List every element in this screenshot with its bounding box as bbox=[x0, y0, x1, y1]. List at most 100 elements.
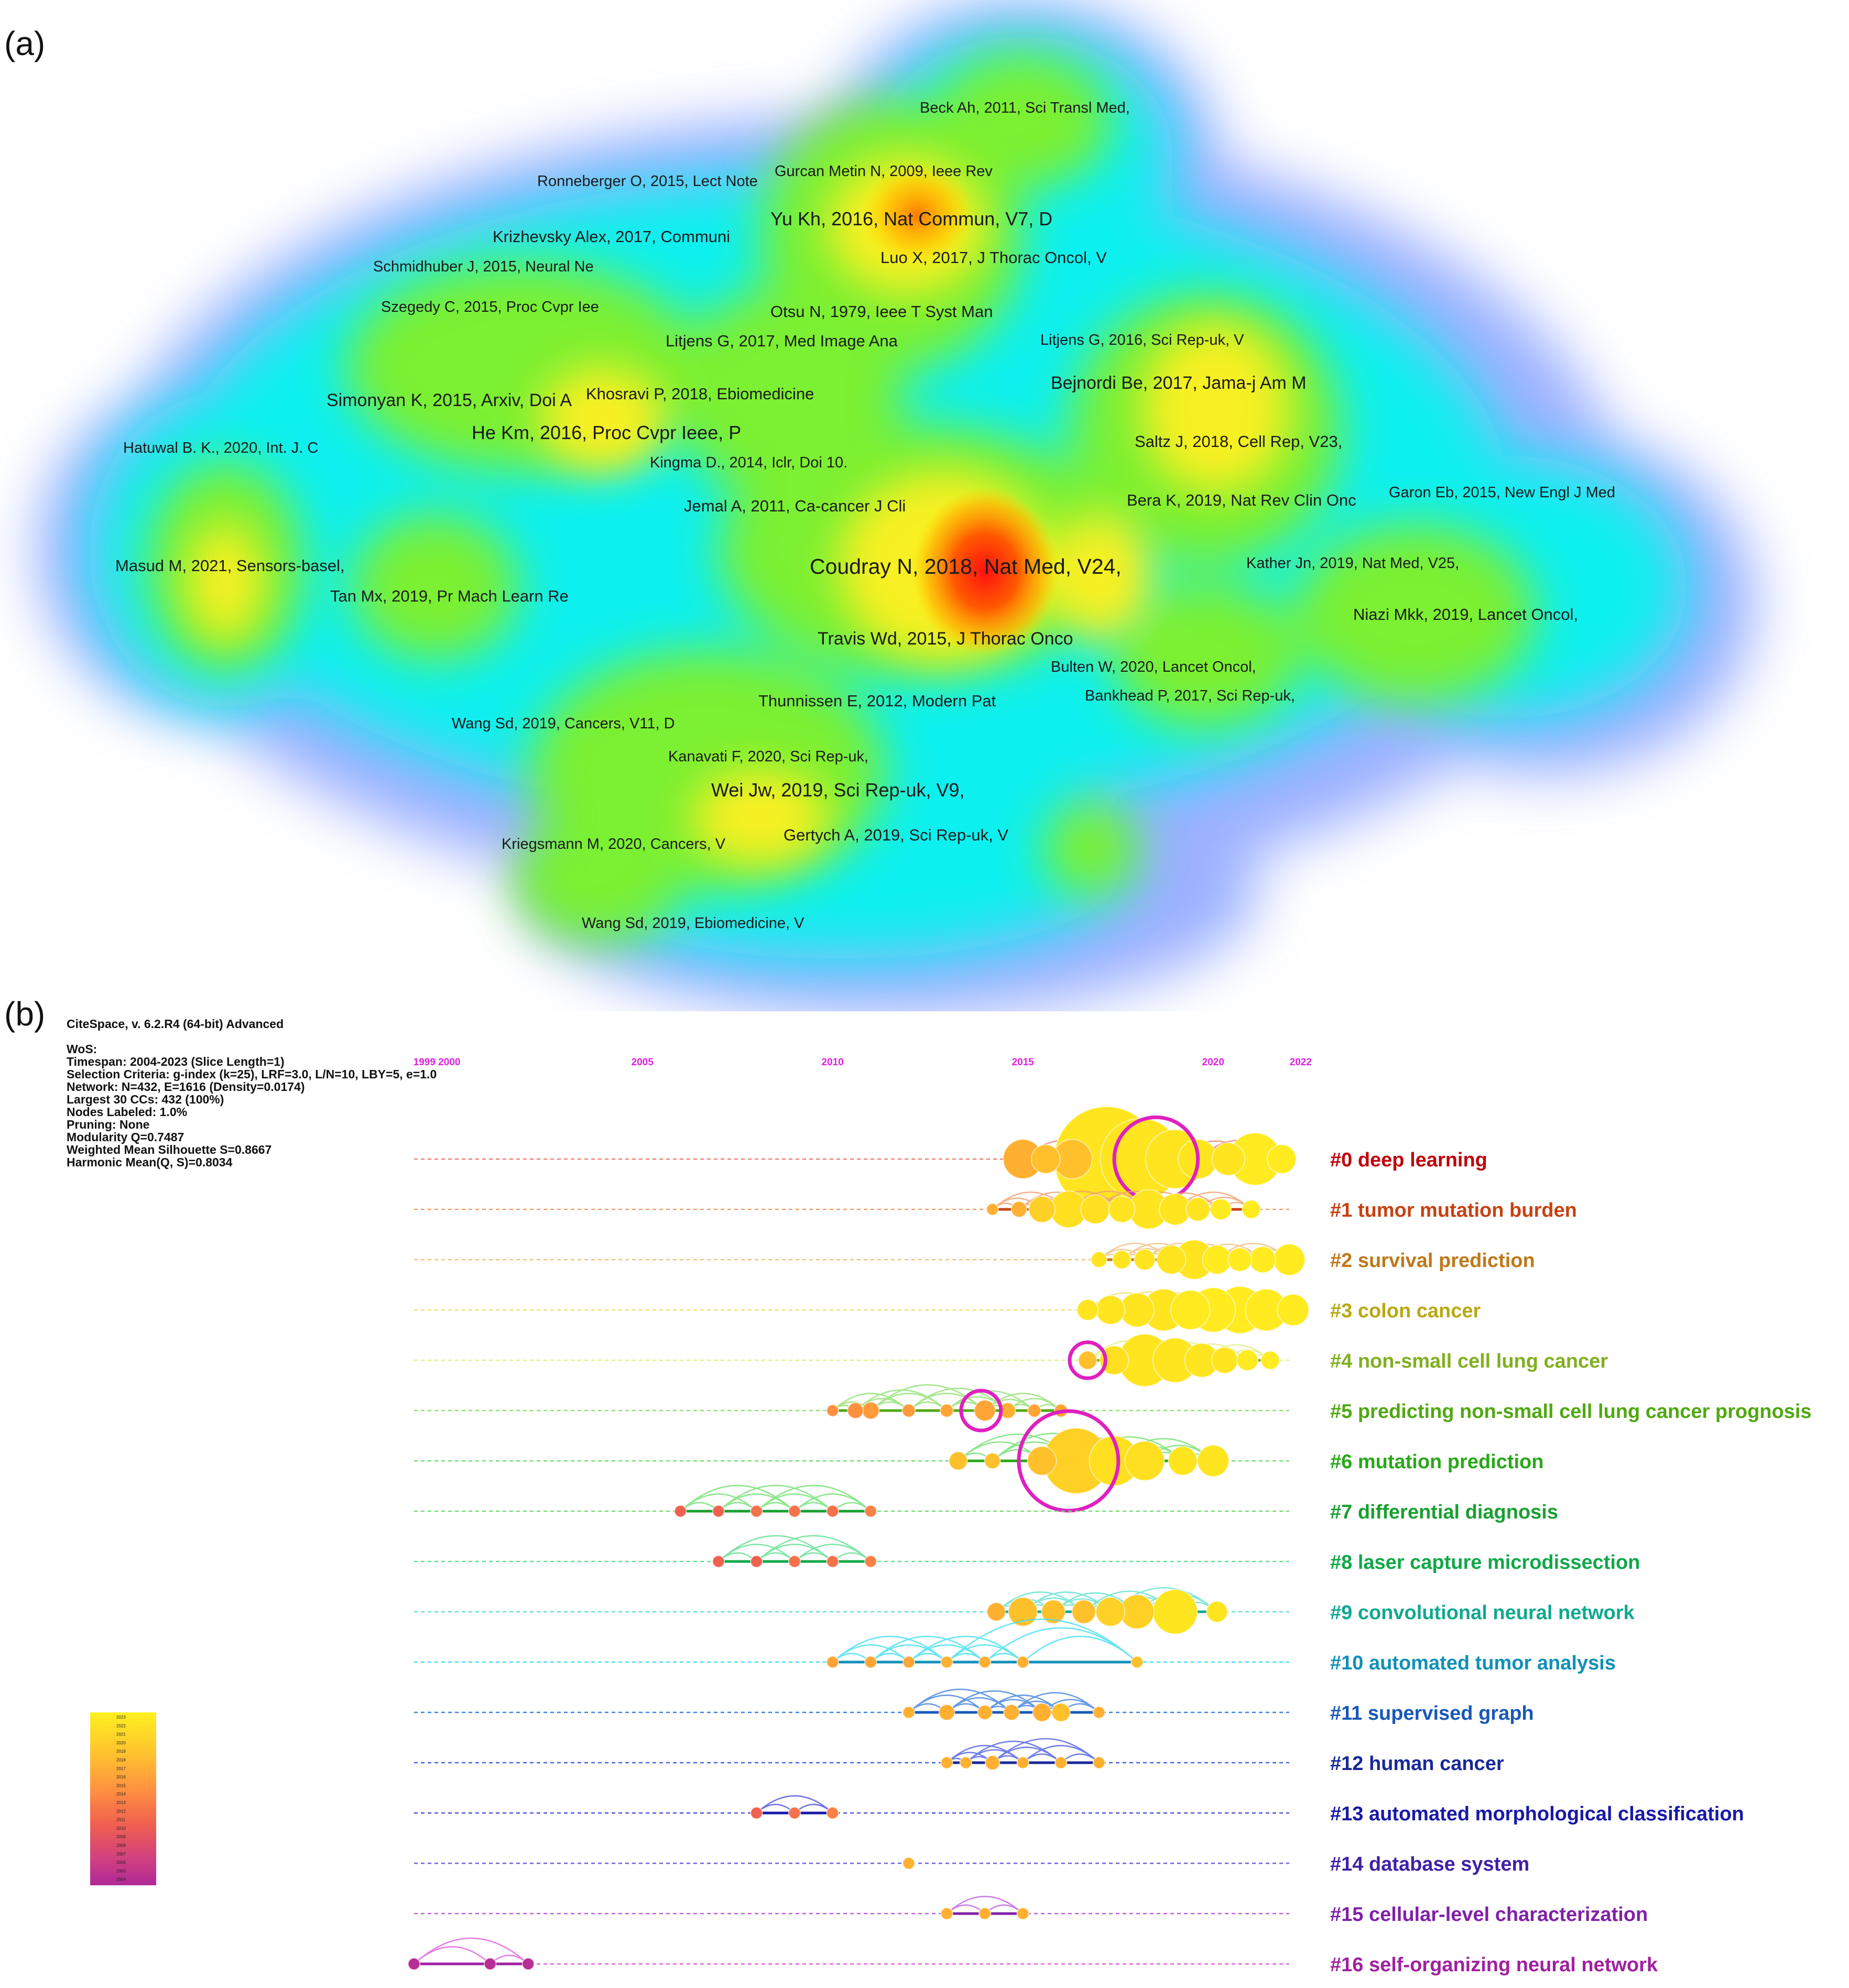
cited-reference-node bbox=[986, 1203, 999, 1216]
cited-reference-node bbox=[959, 1756, 973, 1769]
legend-year-label: 2018 bbox=[116, 1758, 126, 1763]
citation-arc bbox=[870, 1635, 985, 1663]
cited-reference-node bbox=[1071, 1599, 1096, 1624]
legend-year-label: 2021 bbox=[116, 1732, 126, 1737]
cluster-row: #14 database system bbox=[414, 1853, 1529, 1875]
cited-reference-node bbox=[1028, 1196, 1056, 1223]
reference-label: Litjens G, 2016, Sci Rep-uk, V bbox=[1040, 332, 1244, 348]
cited-reference-node bbox=[1095, 1597, 1126, 1627]
reference-label: Kingma D., 2014, Iclr, Doi 10. bbox=[650, 454, 847, 471]
reference-label: Wang Sd, 2019, Cancers, V11, D bbox=[452, 715, 675, 732]
legend-year-label: 2023 bbox=[116, 1715, 126, 1720]
cited-reference-node bbox=[826, 1555, 839, 1568]
cited-reference-node bbox=[712, 1504, 725, 1518]
density-map-svg: Beck Ah, 2011, Sci Transl Med, Gurcan Met… bbox=[37, 0, 1756, 1017]
cluster-row: #10 automated tumor analysis bbox=[414, 1619, 1616, 1674]
reference-label: Krizhevsky Alex, 2017, Communi bbox=[493, 227, 730, 246]
cited-reference-node bbox=[977, 1705, 993, 1720]
cited-reference-node bbox=[1080, 1194, 1111, 1225]
meta-line: Network: N=432, E=1616 (Density=0.0174) bbox=[67, 1080, 305, 1094]
reference-label: Schmidhuber J, 2015, Neural Ne bbox=[373, 258, 594, 275]
cited-reference-node bbox=[1099, 1345, 1129, 1375]
density-peak-coudray bbox=[912, 487, 1059, 655]
cited-reference-node bbox=[1027, 1403, 1042, 1418]
legend-year-label: 2017 bbox=[116, 1766, 126, 1771]
reference-label: Jemal A, 2011, Ca-cancer J Cli bbox=[684, 497, 906, 515]
panel-a-label: (a) bbox=[4, 25, 46, 62]
citation-arc bbox=[908, 1635, 1024, 1663]
cited-reference-node bbox=[1152, 1589, 1198, 1635]
cited-reference-node bbox=[483, 1957, 497, 1971]
citation-arc bbox=[718, 1484, 833, 1512]
cluster-row: #6 mutation prediction bbox=[414, 1409, 1543, 1513]
reference-label: He Km, 2016, Proc Cvpr Ieee, P bbox=[472, 422, 741, 443]
reference-label: Yu Kh, 2016, Nat Commun, V7, D bbox=[770, 208, 1052, 230]
reference-label: Niazi Mkk, 2019, Lancet Oncol, bbox=[1353, 605, 1578, 624]
cited-reference-node bbox=[750, 1555, 763, 1568]
legend-year-label: 2012 bbox=[116, 1809, 126, 1814]
reference-label: Wei Jw, 2019, Sci Rep-uk, V9, bbox=[711, 779, 965, 801]
cluster-label: #4 non-small cell lung cancer bbox=[1330, 1350, 1608, 1372]
cluster-row: #1 tumor mutation burden bbox=[414, 1189, 1577, 1230]
cited-reference-node bbox=[1092, 1706, 1106, 1719]
citation-burst-ring bbox=[959, 1389, 1003, 1433]
cluster-row: #16 self-organizing neural network bbox=[407, 1937, 1658, 1976]
meta-line: Largest 30 CCs: 432 (100%) bbox=[67, 1093, 224, 1106]
cited-reference-node bbox=[938, 1704, 955, 1721]
cited-reference-node bbox=[1134, 1249, 1156, 1271]
meta-line: Modularity Q=0.7487 bbox=[67, 1130, 184, 1144]
cited-reference-node bbox=[864, 1555, 877, 1568]
cited-reference-node bbox=[901, 1403, 916, 1418]
cited-reference-node bbox=[1051, 1702, 1071, 1722]
cited-reference-node bbox=[826, 1404, 839, 1417]
citation-arc bbox=[832, 1635, 948, 1663]
cited-reference-node bbox=[940, 1655, 953, 1669]
cited-reference-node bbox=[826, 1655, 839, 1669]
year-tick-label: 2010 bbox=[822, 1057, 844, 1068]
cited-reference-node bbox=[788, 1504, 801, 1518]
cited-reference-node bbox=[902, 1655, 916, 1669]
cited-reference-node bbox=[1090, 1251, 1107, 1268]
cited-reference-node bbox=[978, 1907, 992, 1920]
cluster-label: #0 deep learning bbox=[1330, 1149, 1487, 1171]
cited-reference-node bbox=[847, 1402, 864, 1419]
cluster-label: #11 supervised graph bbox=[1330, 1702, 1534, 1724]
timeline-view-svg: CiteSpace, v. 6.2.R4 (64-bit) Advanced Wo… bbox=[67, 1017, 1812, 1976]
meta-line: CiteSpace, v. 6.2.R4 (64-bit) Advanced bbox=[67, 1017, 284, 1031]
cited-reference-node bbox=[1202, 1244, 1232, 1275]
cited-reference-node bbox=[1078, 1350, 1097, 1370]
reference-label: Litjens G, 2017, Med Image Ana bbox=[666, 332, 898, 350]
legend-year-label: 2006 bbox=[116, 1860, 126, 1865]
panel-b-label: (b) bbox=[4, 995, 46, 1033]
legend-year-label: 2013 bbox=[116, 1800, 126, 1805]
cluster-row: #11 supervised graph bbox=[414, 1688, 1534, 1724]
cited-reference-node bbox=[788, 1555, 801, 1568]
citation-arc bbox=[908, 1388, 1008, 1411]
reference-label: Tan Mx, 2019, Pr Mach Learn Re bbox=[330, 587, 569, 605]
cluster-label: #14 database system bbox=[1330, 1853, 1529, 1875]
legend-year-label: 2014 bbox=[116, 1792, 126, 1797]
cited-reference-node bbox=[1185, 1197, 1211, 1222]
cluster-row: #3 colon cancer bbox=[414, 1286, 1481, 1334]
cited-reference-node bbox=[1095, 1295, 1126, 1325]
reference-label: Bejnordi Be, 2017, Jama-j Am M bbox=[1051, 373, 1307, 393]
cluster-row: #2 survival prediction bbox=[414, 1239, 1535, 1280]
citation-arc bbox=[680, 1484, 795, 1512]
cited-reference-node bbox=[1124, 1440, 1165, 1481]
citation-arc bbox=[794, 1544, 872, 1562]
cited-reference-node bbox=[1211, 1142, 1246, 1176]
year-tick-label: 2005 bbox=[632, 1057, 654, 1068]
cited-reference-node bbox=[521, 1957, 535, 1971]
cluster-row: #9 convolutional neural network bbox=[414, 1587, 1635, 1635]
year-tick-label: 1999 2000 bbox=[414, 1057, 461, 1068]
cited-reference-node bbox=[407, 1957, 421, 1971]
cited-reference-node bbox=[1170, 1290, 1211, 1330]
citation-burst-ring bbox=[1068, 1340, 1107, 1380]
cited-reference-node bbox=[940, 1756, 953, 1769]
cluster-label: #15 cellular-level characterization bbox=[1330, 1904, 1648, 1926]
cited-reference-node bbox=[1241, 1199, 1261, 1219]
cluster-row: #0 deep learning bbox=[414, 1106, 1487, 1212]
cited-reference-node bbox=[940, 1907, 953, 1920]
reference-label: Khosravi P, 2018, Ebiomedicine bbox=[586, 385, 814, 403]
cited-reference-node bbox=[750, 1806, 763, 1820]
